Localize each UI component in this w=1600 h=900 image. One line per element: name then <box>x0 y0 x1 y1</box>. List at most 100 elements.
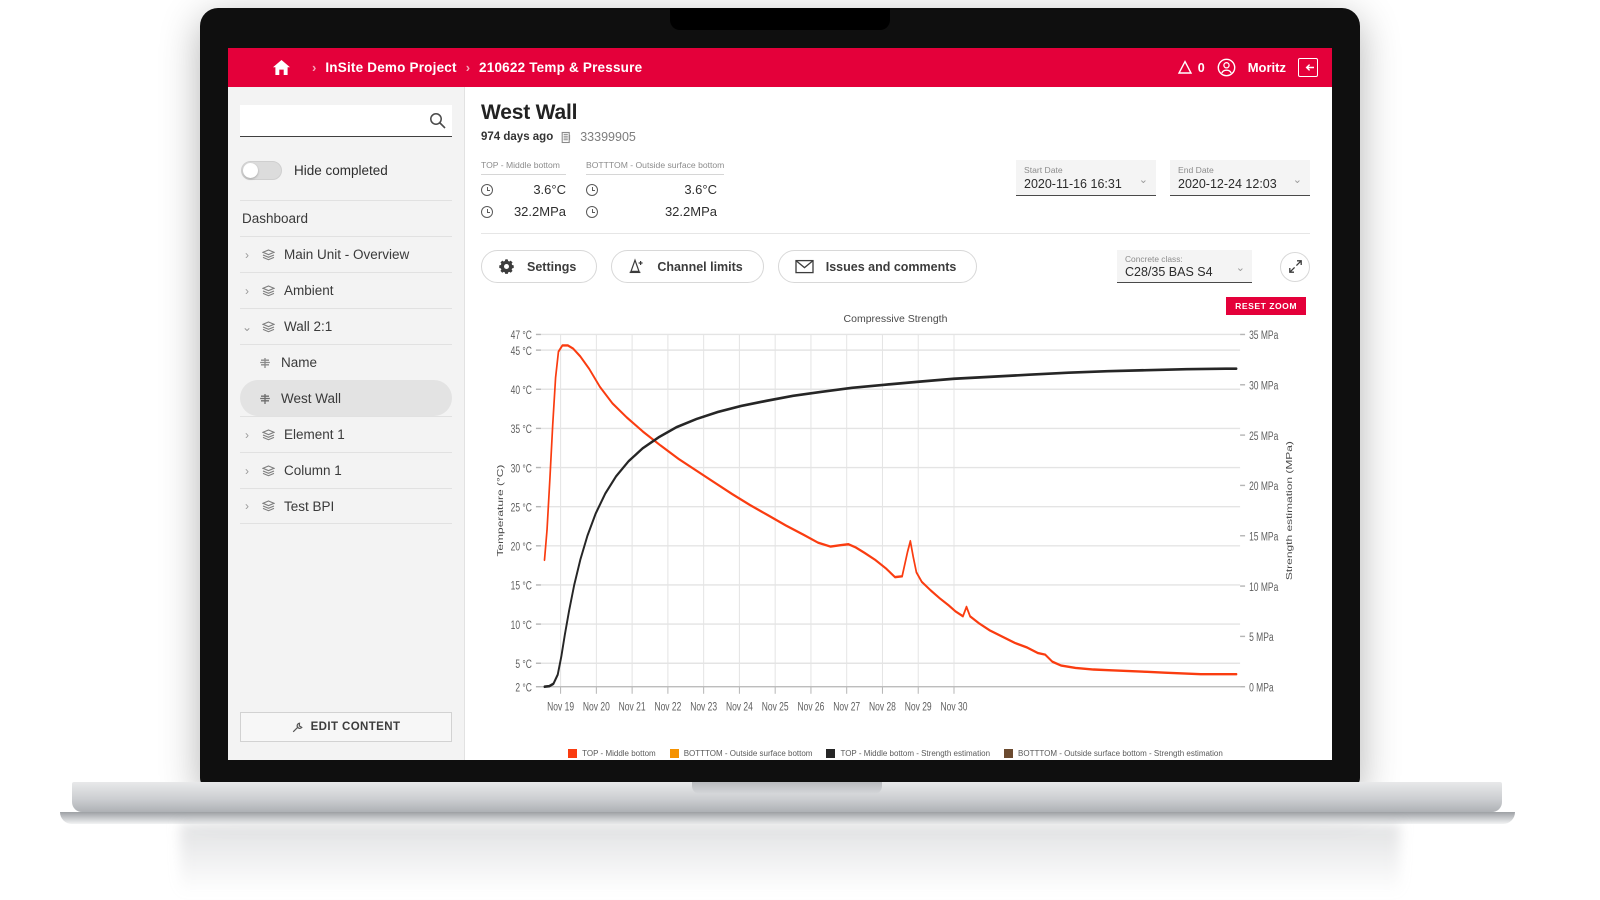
svg-text:Nov 20: Nov 20 <box>583 701 610 714</box>
expand-chart-button[interactable] <box>1280 251 1310 282</box>
chevron-down-icon[interactable]: ⌄ <box>1235 262 1245 274</box>
home-icon[interactable] <box>272 59 291 76</box>
sidebar-item-label: Main Unit - Overview <box>284 247 410 262</box>
chart-legend: TOP - Middle bottom BOTTTOM - Outside sur… <box>481 749 1310 758</box>
laptop-reflection <box>180 824 1400 894</box>
channel-title: BOTTTOM - Outside surface bottom <box>586 160 725 175</box>
svg-text:Nov 22: Nov 22 <box>654 701 681 714</box>
sidebar-item-label: Element 1 <box>284 427 345 442</box>
laptop-body: › InSite Demo Project › 210622 Temp & Pr… <box>200 8 1360 788</box>
chevron-down-icon: ⌄ <box>242 319 253 334</box>
legend-item[interactable]: TOP - Middle bottom <box>568 749 656 758</box>
sidebar-item-label: West Wall <box>281 391 342 406</box>
svg-text:Temperature (°C): Temperature (°C) <box>496 465 505 557</box>
end-date-field[interactable]: End Date 2020-12-24 12:03 ⌄ <box>1170 160 1310 196</box>
svg-text:5 °C: 5 °C <box>515 659 532 672</box>
svg-text:Nov 28: Nov 28 <box>869 701 896 714</box>
logout-icon[interactable] <box>1298 58 1318 77</box>
sidebar-item-ambient[interactable]: › Ambient <box>240 272 452 308</box>
svg-text:Nov 29: Nov 29 <box>905 701 932 714</box>
chevron-down-icon[interactable]: ⌄ <box>1138 174 1148 186</box>
svg-text:Nov 24: Nov 24 <box>726 701 753 714</box>
user-name[interactable]: Moritz <box>1247 60 1286 75</box>
svg-text:25 °C: 25 °C <box>511 502 533 515</box>
clock-icon <box>481 205 493 218</box>
legend-swatch <box>568 749 578 758</box>
issues-and-comments-label: Issues and comments <box>825 259 957 274</box>
legend-item[interactable]: TOP - Middle bottom - Strength estimatio… <box>826 749 990 758</box>
app-window: › InSite Demo Project › 210622 Temp & Pr… <box>228 48 1332 760</box>
channel-temperature: 3.6°C <box>684 182 717 197</box>
channel-summary-bottom: BOTTTOM - Outside surface bottom 3.6°C 3… <box>586 160 725 219</box>
chart-title: Compressive Strength <box>843 313 948 325</box>
concrete-class-label: Concrete class: <box>1125 254 1183 264</box>
sensor-node-icon <box>258 393 272 405</box>
search-input[interactable] <box>248 113 429 128</box>
svg-text:45 °C: 45 °C <box>511 346 533 359</box>
channel-limits-button[interactable]: Channel limits <box>611 250 764 283</box>
clock-icon <box>586 205 598 218</box>
cone-plus-icon <box>629 258 643 274</box>
legend-label: BOTTTOM - Outside surface bottom - Stren… <box>1018 749 1223 758</box>
search-box[interactable] <box>240 105 452 137</box>
concrete-class-select[interactable]: Concrete class: C28/35 BAS S4 ⌄ <box>1117 250 1252 283</box>
edit-content-button[interactable]: EDIT CONTENT <box>240 712 452 742</box>
breadcrumb-current[interactable]: 210622 Temp & Pressure <box>479 60 643 75</box>
legend-label: TOP - Middle bottom <box>582 749 656 758</box>
sidebar: Hide completed Dashboard › <box>228 87 465 760</box>
breadcrumb-project[interactable]: InSite Demo Project <box>325 60 457 75</box>
chevron-down-icon[interactable]: ⌄ <box>1292 174 1302 186</box>
layers-icon <box>261 464 275 477</box>
sidebar-item-label: Wall 2:1 <box>284 319 333 334</box>
sidebar-item-test-bpi[interactable]: › Test BPI <box>240 488 452 524</box>
sidebar-item-column-1[interactable]: › Column 1 <box>240 452 452 488</box>
issues-and-comments-button[interactable]: Issues and comments <box>777 250 978 283</box>
search-icon[interactable] <box>429 112 446 129</box>
legend-item[interactable]: BOTTTOM - Outside surface bottom - Stren… <box>1004 749 1223 758</box>
svg-text:Nov 26: Nov 26 <box>797 701 824 714</box>
chevron-right-icon: › <box>245 427 249 442</box>
svg-text:5 MPa: 5 MPa <box>1249 632 1274 645</box>
layers-icon <box>261 248 275 261</box>
svg-text:35 °C: 35 °C <box>511 424 533 437</box>
channel-limits-label: Channel limits <box>657 259 743 274</box>
end-date-value: 2020-12-24 12:03 <box>1178 177 1277 191</box>
svg-text:20 MPa: 20 MPa <box>1249 481 1278 494</box>
hide-completed-toggle[interactable] <box>241 161 282 180</box>
sidebar-item-main-unit-overview[interactable]: › Main Unit - Overview <box>240 236 452 272</box>
legend-swatch <box>669 749 679 758</box>
user-avatar-icon[interactable] <box>1217 58 1236 77</box>
sidebar-item-west-wall[interactable]: West Wall <box>240 380 452 416</box>
clock-icon <box>481 183 493 196</box>
svg-text:10 MPa: 10 MPa <box>1249 582 1278 595</box>
hamburger-icon[interactable] <box>240 61 258 75</box>
sidebar-item-wall-2-1[interactable]: ⌄ Wall 2:1 <box>240 308 452 344</box>
compressive-strength-chart[interactable]: 2 °C 5 °C 10 °C 15 °C 20 °C 25 °C 30 °C 35 °C 40… <box>481 295 1310 760</box>
notifications-button[interactable]: 0 <box>1177 59 1205 76</box>
sidebar-item-element-1[interactable]: › Element 1 <box>240 416 452 452</box>
end-date-label: End Date <box>1178 165 1214 175</box>
meta-row: TOP - Middle bottom 3.6°C 32.2MPa <box>481 160 1310 219</box>
section-divider <box>481 233 1310 234</box>
svg-text:25 MPa: 25 MPa <box>1249 431 1278 444</box>
chevron-right-icon: › <box>245 283 249 298</box>
chevron-right-icon: › <box>245 247 249 262</box>
legend-item[interactable]: BOTTTOM - Outside surface bottom <box>669 749 812 758</box>
settings-button[interactable]: Settings <box>481 250 598 283</box>
sidebar-item-dashboard[interactable]: Dashboard <box>240 200 452 236</box>
layers-icon <box>261 284 275 297</box>
main-content: West Wall 974 days ago 33399905 TOP - <box>465 87 1332 760</box>
sidebar-item-label: Column 1 <box>284 463 342 478</box>
legend-swatch <box>826 749 836 758</box>
svg-text:Nov 27: Nov 27 <box>833 701 860 714</box>
svg-text:35 MPa: 35 MPa <box>1249 330 1278 343</box>
start-date-field[interactable]: Start Date 2020-11-16 16:31 ⌄ <box>1016 160 1156 196</box>
reset-zoom-button[interactable]: RESET ZOOM <box>1226 297 1306 315</box>
sidebar-item-name[interactable]: Name <box>240 344 452 380</box>
device-icon <box>561 131 571 143</box>
hide-completed-label: Hide completed <box>294 163 388 178</box>
svg-text:10 °C: 10 °C <box>511 620 533 633</box>
channel-temperature: 3.6°C <box>533 182 566 197</box>
hide-completed-row[interactable]: Hide completed <box>240 161 452 180</box>
